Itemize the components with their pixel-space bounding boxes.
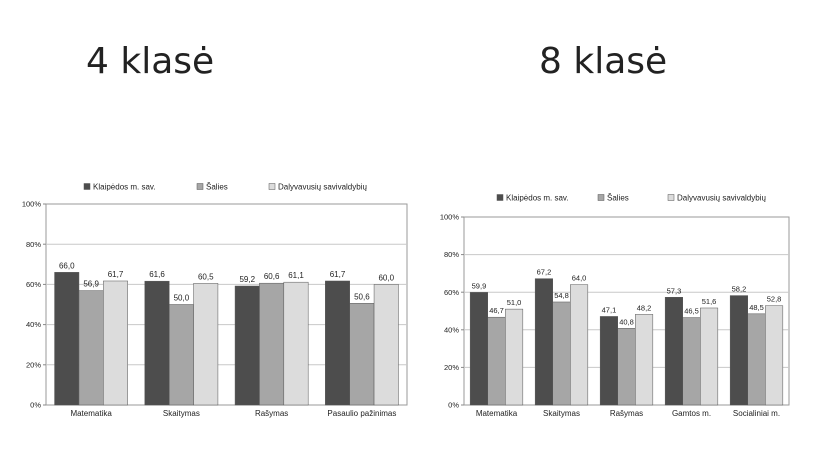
legend-entry: Šalies [607, 194, 629, 203]
legend-swatch [268, 183, 276, 190]
bar [349, 303, 375, 406]
legend-entry: Dalyvavusių savivaldybių [278, 183, 367, 192]
data-label: 60,6 [264, 272, 280, 281]
data-label: 47,1 [602, 305, 617, 314]
y-tick-label: 20% [444, 363, 459, 372]
data-label: 54,8 [554, 291, 569, 300]
y-tick-label: 40% [444, 325, 459, 334]
data-label: 50,0 [174, 294, 190, 303]
bar [54, 272, 80, 406]
y-tick-label: 60% [26, 280, 41, 289]
data-label: 61,7 [330, 270, 346, 279]
bar [325, 280, 350, 406]
y-tick-label: 100% [440, 213, 460, 222]
bar [635, 314, 654, 406]
data-label: 67,2 [537, 268, 552, 277]
bar [234, 285, 260, 406]
data-label: 52,8 [767, 295, 782, 304]
bar [103, 280, 128, 406]
legend-entry: Dalyvavusių savivaldybių [677, 194, 766, 203]
data-label: 61,7 [108, 270, 124, 279]
bar [765, 305, 784, 406]
y-tick-label: 0% [30, 401, 41, 410]
x-tick-label: Matematika [476, 409, 518, 418]
bar [469, 292, 488, 406]
chart-grade4: 0% 20% 40% 60% 80% 100% Klaipėdos m. sav. Šalie… [22, 183, 408, 418]
data-label: 40,8 [619, 317, 634, 326]
data-label: 48,2 [637, 303, 652, 312]
y-tick-label: 80% [444, 250, 459, 259]
bar [534, 278, 553, 406]
legend-entry: Klaipėdos m. sav. [93, 183, 156, 192]
data-label: 51,0 [507, 298, 522, 307]
bar [193, 283, 219, 406]
data-label: 59,9 [472, 281, 487, 290]
bar [78, 290, 104, 406]
y-tick-label: 60% [444, 288, 459, 297]
bar [747, 313, 766, 406]
x-tick-label: Matematika [70, 409, 112, 418]
x-tick-label: Skaitymas [543, 409, 580, 418]
legend-entry: Šalies [206, 183, 228, 192]
x-tick-label: Socialiniai m. [733, 409, 780, 418]
data-label: 58,2 [732, 285, 747, 294]
bar [373, 284, 399, 406]
y-tick-label: 80% [26, 240, 41, 249]
bar [487, 316, 506, 406]
y-tick-label: 20% [26, 360, 41, 369]
x-tick-label: Gamtos m. [672, 409, 711, 418]
data-label: 66,0 [59, 261, 75, 270]
bar [729, 295, 748, 406]
bar [552, 301, 571, 406]
bar [283, 281, 309, 406]
x-tick-label: Rašymas [610, 409, 643, 418]
chart-grade8: 0% 20% 40% 60% 80% 100% Klaipėdos m. sav. Šalie… [440, 194, 790, 418]
legend-entry: Klaipėdos m. sav. [506, 194, 569, 203]
bar [168, 304, 194, 406]
bar [599, 316, 618, 406]
bar [144, 280, 170, 406]
data-label: 56,9 [83, 280, 99, 289]
legend-swatch [83, 183, 91, 190]
bar [664, 297, 683, 406]
x-tick-label: Skaitymas [163, 409, 200, 418]
data-label: 46,5 [684, 307, 699, 316]
chart-title-grade8: 8 klasė [539, 41, 668, 82]
data-label: 61,1 [288, 271, 304, 280]
x-tick-label: Pasaulio pažinimas [327, 409, 396, 418]
data-label: 51,6 [702, 297, 717, 306]
bar [570, 284, 589, 406]
data-label: 61,6 [149, 270, 165, 279]
data-label: 59,2 [239, 275, 255, 284]
legend-swatch [667, 194, 675, 201]
data-label: 60,0 [378, 273, 394, 282]
legend-swatch [496, 194, 504, 201]
data-label: 57,3 [667, 286, 682, 295]
bar [505, 308, 524, 406]
data-label: 60,5 [198, 272, 214, 281]
data-label: 46,7 [489, 306, 504, 315]
bar [682, 317, 701, 406]
data-label: 48,5 [749, 303, 764, 312]
y-tick-label: 100% [22, 200, 42, 209]
data-label: 50,6 [354, 292, 370, 301]
y-tick-label: 0% [448, 401, 459, 410]
chart-title-grade4: 4 klasė [86, 41, 215, 82]
bar [259, 282, 285, 406]
x-tick-label: Rašymas [255, 409, 288, 418]
legend-swatch [196, 183, 204, 190]
data-label: 64,0 [572, 274, 587, 283]
legend-swatch [597, 194, 605, 201]
y-tick-label: 40% [26, 320, 41, 329]
bar [617, 328, 636, 406]
bar [700, 307, 719, 406]
